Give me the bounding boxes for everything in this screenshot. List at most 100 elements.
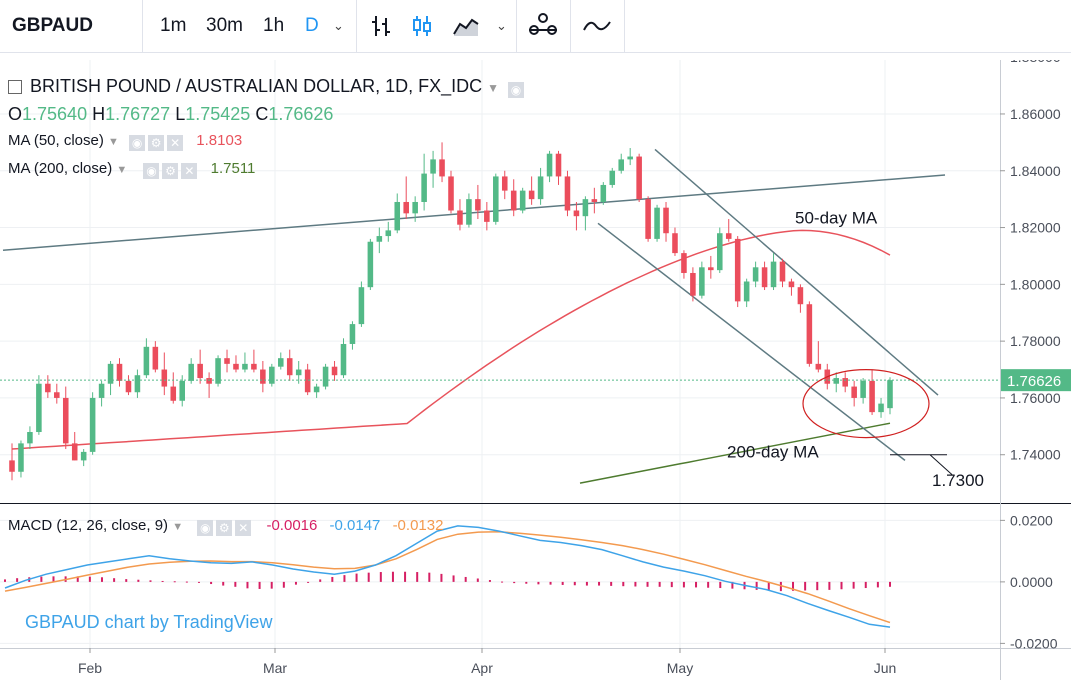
ma200-annotation: 200-day MA <box>727 443 819 462</box>
candle-body <box>251 363 257 370</box>
title-chevron-icon[interactable]: ▼ <box>487 81 500 95</box>
histogram-bar <box>210 581 213 585</box>
time-axis-label: Feb <box>78 660 102 676</box>
histogram-bar <box>598 581 601 586</box>
ma200-label: MA (200, close) <box>8 160 113 177</box>
visibility-eye-icon[interactable]: ◉ <box>508 82 525 98</box>
ma50-close-icon[interactable]: ✕ <box>167 135 184 151</box>
interval-30m-button[interactable]: 30m <box>206 15 243 36</box>
ma50-chevron-icon[interactable]: ▼ <box>108 136 119 148</box>
histogram-bar <box>501 581 504 583</box>
histogram-bar <box>876 581 879 588</box>
macd-signal-value: -0.0132 <box>392 517 444 534</box>
interval-d-button[interactable]: D <box>305 15 319 36</box>
price-axis-label: 1.86000 <box>1010 106 1061 122</box>
macd-eye-icon[interactable]: ◉ <box>197 520 214 536</box>
candle-body <box>358 287 365 325</box>
histogram-bar <box>622 581 625 587</box>
candle-body <box>645 199 651 239</box>
interval-1h-button[interactable]: 1h <box>263 15 285 36</box>
candle-body <box>734 238 741 302</box>
toolbar-divider <box>624 0 625 52</box>
candle-body <box>367 241 374 288</box>
candle-body <box>591 199 598 202</box>
candle-body <box>654 207 660 239</box>
histogram-bar <box>331 576 334 582</box>
macd-close-icon[interactable]: ✕ <box>235 520 252 536</box>
macd-line <box>4 525 891 628</box>
candle-body <box>62 397 69 444</box>
chart-canvas[interactable]: 1.74000 1.76000 1.78000 1.80000 1.82000 1.840… <box>0 60 1071 680</box>
symbol-title: BRITISH POUND / AUSTRALIAN DOLLAR, 1D, F… <box>30 76 483 96</box>
histogram-bar <box>404 571 407 582</box>
area-style-icon[interactable] <box>452 14 480 38</box>
histogram-bar <box>513 581 516 584</box>
histogram-bar <box>428 572 431 582</box>
candle-body <box>179 380 186 401</box>
tradingview-watermark[interactable]: GBPAUD chart by TradingView <box>25 612 273 632</box>
candle-body <box>54 392 60 398</box>
macd-legend: MACD (12, 26, close, 9) ▼ ◉ ⚙ ✕ -0.0016 -0… <box>8 517 443 536</box>
histogram-bar <box>488 580 491 582</box>
candle-body <box>27 432 33 444</box>
candle-body <box>349 324 356 344</box>
histogram-bar <box>16 578 19 582</box>
histogram-bar <box>173 581 176 583</box>
interval-dropdown-chevron-icon[interactable]: ⌄ <box>333 18 344 33</box>
macd-label: MACD (12, 26, close, 9) <box>8 517 169 534</box>
ma50-eye-icon[interactable]: ◉ <box>129 135 146 151</box>
histogram-bar <box>125 579 128 582</box>
collapse-legend-icon[interactable] <box>8 80 22 94</box>
toolbar-divider <box>516 0 517 52</box>
price-axis-label: 1.76000 <box>1010 390 1061 406</box>
candle-body <box>484 210 490 222</box>
candle-body <box>116 363 123 381</box>
price-axis-label: 1.84000 <box>1010 163 1061 179</box>
candles-group <box>9 142 893 481</box>
histogram-bar <box>610 581 613 586</box>
style-dropdown-chevron-icon[interactable]: ⌄ <box>496 18 507 33</box>
histogram-bar <box>755 581 758 590</box>
trendline-upper-long <box>2 174 946 252</box>
histogram-bar <box>561 581 564 585</box>
histogram-bar <box>585 581 588 586</box>
symbol-search-button[interactable]: GBPAUD <box>12 15 93 36</box>
histogram-bar <box>258 581 261 589</box>
last-price-label: 1.76626 <box>1007 373 1061 390</box>
histogram-bar <box>682 581 685 588</box>
chart-container[interactable]: 1.74000 1.76000 1.78000 1.80000 1.82000 1.840… <box>0 60 1071 680</box>
candle-body <box>385 230 392 237</box>
histogram-bar <box>343 575 346 582</box>
histogram-bar <box>246 581 249 589</box>
grid-lines <box>0 60 1000 648</box>
macd-chevron-icon[interactable]: ▼ <box>172 521 184 533</box>
candle-body <box>546 153 553 177</box>
interval-1m-button[interactable]: 1m <box>160 15 187 36</box>
ma200-close-icon[interactable]: ✕ <box>181 163 198 179</box>
candle-body <box>197 363 203 379</box>
ma200-chevron-icon[interactable]: ▼ <box>116 164 128 176</box>
candle-body <box>448 176 454 211</box>
histogram-bar <box>367 572 370 582</box>
ma200-settings-icon[interactable]: ⚙ <box>162 163 179 179</box>
histogram-bar <box>319 579 322 582</box>
indicators-icon[interactable] <box>527 12 559 38</box>
histogram-bar <box>452 575 455 582</box>
ma50-settings-icon[interactable]: ⚙ <box>148 135 165 151</box>
bars-style-icon[interactable] <box>370 14 394 38</box>
histogram-bar <box>307 581 310 583</box>
close-value: 1.76626 <box>268 104 334 124</box>
histogram-bar <box>270 581 273 589</box>
candles-style-icon[interactable] <box>410 14 434 38</box>
compare-wave-icon[interactable] <box>582 16 612 36</box>
histogram-bar <box>161 580 164 582</box>
macd-settings-icon[interactable]: ⚙ <box>216 520 233 536</box>
ma200-eye-icon[interactable]: ◉ <box>143 163 160 179</box>
histogram-bar <box>840 581 843 590</box>
candle-body <box>618 159 625 171</box>
histogram-bar <box>828 581 831 590</box>
histogram-bar <box>804 581 807 591</box>
histogram-bar <box>234 581 237 587</box>
candle-body <box>322 366 329 387</box>
time-axis-label: Mar <box>263 660 287 676</box>
